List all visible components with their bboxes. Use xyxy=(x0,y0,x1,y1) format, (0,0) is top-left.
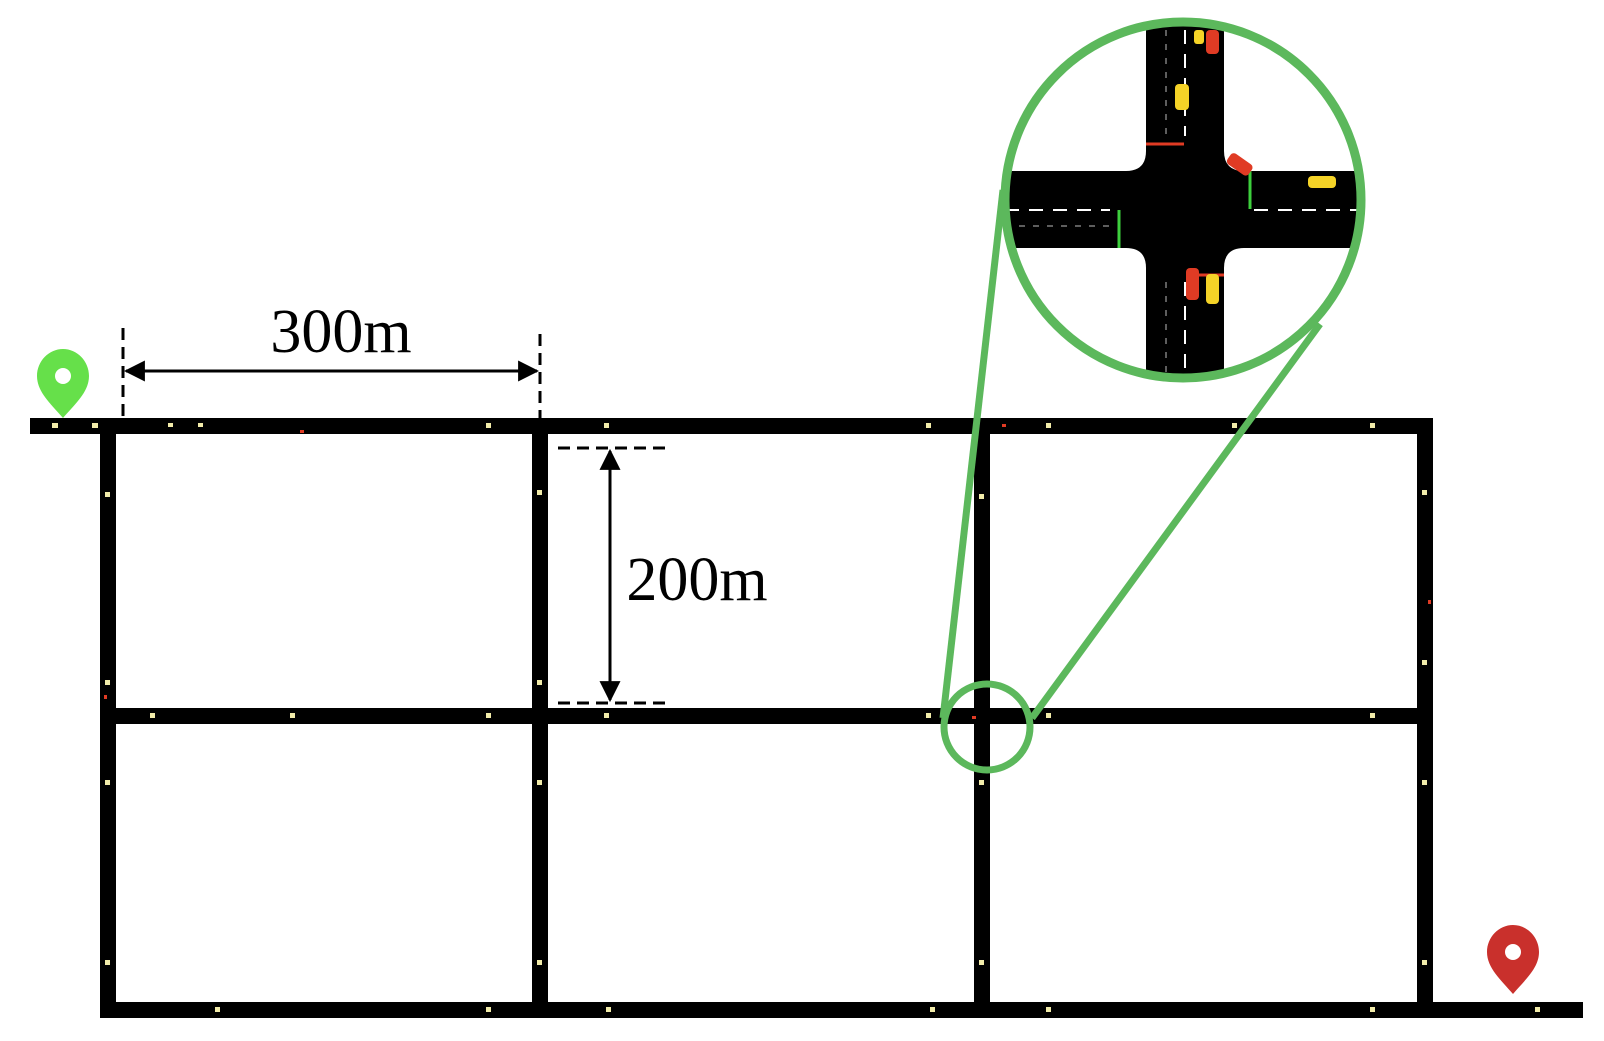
start-map-pin-icon xyxy=(37,349,89,418)
car-red xyxy=(1206,30,1219,54)
car-yellow xyxy=(1308,176,1336,188)
car-yellow xyxy=(1206,274,1219,304)
highlight-circle xyxy=(940,680,1034,774)
car-red xyxy=(1226,153,1253,176)
dimension-label-vertical: 200m xyxy=(626,546,767,614)
magnifier-connector-left xyxy=(939,189,1007,719)
magnifier-connectors xyxy=(939,189,1323,721)
road-sensors xyxy=(52,423,1540,1012)
dimension-vertical: 200m xyxy=(558,446,768,705)
zoomed-intersection xyxy=(1000,17,1366,383)
road-grid xyxy=(30,418,1583,1018)
magnifier-connector-right xyxy=(1029,321,1323,721)
car-red xyxy=(1186,268,1199,300)
dimension-label-horizontal: 300m xyxy=(270,298,411,366)
end-map-pin-icon xyxy=(1487,925,1539,994)
dimension-horizontal: 300m xyxy=(121,298,542,424)
car-yellow xyxy=(1194,30,1204,44)
road-sensors-red xyxy=(104,424,1431,719)
car-yellow xyxy=(1175,84,1189,110)
magnifier-circle xyxy=(1000,17,1366,383)
road-corners xyxy=(100,418,1433,1018)
zoom-lane-markings xyxy=(1005,30,1361,378)
zoom-cars xyxy=(1175,30,1336,304)
